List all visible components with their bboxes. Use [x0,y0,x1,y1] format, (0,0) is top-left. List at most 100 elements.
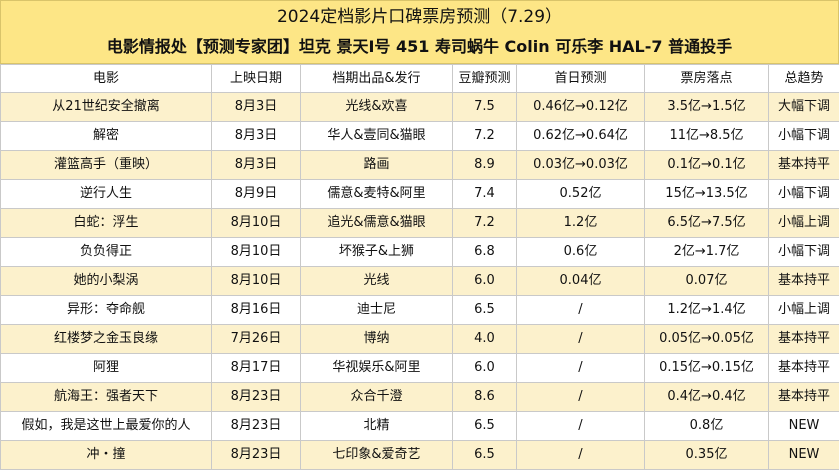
cell-release-date: 8月16日 [212,296,301,325]
cell-douban-forecast: 6.5 [453,412,517,441]
cell-distributor: 华人&壹同&猫眼 [301,122,453,151]
cell-box-office-forecast: 0.1亿→0.1亿 [645,151,769,180]
cell-douban-forecast: 7.5 [453,93,517,122]
cell-movie: 解密 [1,122,212,151]
cell-movie: 从21世纪安全撤离 [1,93,212,122]
cell-douban-forecast: 4.0 [453,325,517,354]
cell-trend: 小幅下调 [769,238,839,267]
cell-box-office-forecast: 11亿→8.5亿 [645,122,769,151]
cell-douban-forecast: 6.5 [453,296,517,325]
cell-douban-forecast: 8.6 [453,383,517,412]
cell-release-date: 7月26日 [212,325,301,354]
cell-release-date: 8月23日 [212,383,301,412]
cell-release-date: 8月23日 [212,412,301,441]
cell-douban-forecast: 6.8 [453,238,517,267]
cell-movie: 异形：夺命舰 [1,296,212,325]
cell-release-date: 8月23日 [212,441,301,470]
cell-first-day-forecast: 0.04亿 [517,267,645,296]
cell-first-day-forecast: / [517,354,645,383]
cell-distributor: 众合千澄 [301,383,453,412]
cell-movie: 白蛇：浮生 [1,209,212,238]
column-header-movie: 电影 [1,65,212,93]
cell-box-office-forecast: 0.8亿 [645,412,769,441]
cell-release-date: 8月10日 [212,209,301,238]
cell-release-date: 8月9日 [212,180,301,209]
cell-box-office-forecast: 6.5亿→7.5亿 [645,209,769,238]
cell-first-day-forecast: 1.2亿 [517,209,645,238]
cell-trend: 小幅上调 [769,296,839,325]
cell-trend: 基本持平 [769,151,839,180]
cell-first-day-forecast: / [517,296,645,325]
cell-release-date: 8月3日 [212,93,301,122]
cell-douban-forecast: 6.0 [453,267,517,296]
cell-movie: 冲・撞 [1,441,212,470]
cell-trend: NEW [769,441,839,470]
cell-box-office-forecast: 0.4亿→0.4亿 [645,383,769,412]
cell-trend: 大幅下调 [769,93,839,122]
cell-douban-forecast: 7.2 [453,122,517,151]
cell-box-office-forecast: 0.35亿 [645,441,769,470]
column-header-distributor: 档期出品&发行 [301,65,453,93]
cell-douban-forecast: 7.4 [453,180,517,209]
cell-first-day-forecast: / [517,383,645,412]
column-header-douban-forecast: 豆瓣预测 [453,65,517,93]
cell-distributor: 光线 [301,267,453,296]
cell-distributor: 北精 [301,412,453,441]
cell-movie: 阿狸 [1,354,212,383]
cell-douban-forecast: 6.5 [453,441,517,470]
cell-box-office-forecast: 0.05亿→0.05亿 [645,325,769,354]
cell-distributor: 儒意&麦特&阿里 [301,180,453,209]
cell-release-date: 8月17日 [212,354,301,383]
cell-douban-forecast: 7.2 [453,209,517,238]
cell-box-office-forecast: 3.5亿→1.5亿 [645,93,769,122]
sheet-title: 2024定档影片口碑票房预测（7.29） [1,1,838,32]
cell-douban-forecast: 8.9 [453,151,517,180]
column-header-box-office-forecast: 票房落点 [645,65,769,93]
cell-box-office-forecast: 2亿→1.7亿 [645,238,769,267]
column-header-trend: 总趋势 [769,65,839,93]
cell-release-date: 8月10日 [212,267,301,296]
title-banner: 2024定档影片口碑票房预测（7.29） 电影情报处【预测专家团】坦克 景天I号… [0,0,839,64]
column-header-first-day-forecast: 首日预测 [517,65,645,93]
cell-first-day-forecast: / [517,325,645,354]
cell-douban-forecast: 6.0 [453,354,517,383]
cell-box-office-forecast: 15亿→13.5亿 [645,180,769,209]
cell-trend: NEW [769,412,839,441]
cell-first-day-forecast: 0.46亿→0.12亿 [517,93,645,122]
cell-release-date: 8月3日 [212,122,301,151]
cell-first-day-forecast: / [517,441,645,470]
cell-trend: 基本持平 [769,325,839,354]
cell-distributor: 路画 [301,151,453,180]
cell-movie: 假如，我是这世上最爱你的人 [1,412,212,441]
cell-distributor: 华视娱乐&阿里 [301,354,453,383]
cell-trend: 基本持平 [769,267,839,296]
cell-trend: 基本持平 [769,383,839,412]
cell-distributor: 博纳 [301,325,453,354]
cell-trend: 基本持平 [769,354,839,383]
cell-box-office-forecast: 0.07亿 [645,267,769,296]
cell-trend: 小幅下调 [769,180,839,209]
cell-release-date: 8月10日 [212,238,301,267]
cell-first-day-forecast: 0.62亿→0.64亿 [517,122,645,151]
cell-first-day-forecast: 0.03亿→0.03亿 [517,151,645,180]
cell-movie: 逆行人生 [1,180,212,209]
cell-box-office-forecast: 0.15亿→0.15亿 [645,354,769,383]
cell-distributor: 追光&儒意&猫眼 [301,209,453,238]
cell-release-date: 8月3日 [212,151,301,180]
table-header-row: 电影上映日期档期出品&发行豆瓣预测首日预测票房落点总趋势 [1,65,839,93]
cell-distributor: 迪士尼 [301,296,453,325]
sheet-subtitle: 电影情报处【预测专家团】坦克 景天I号 451 寿司蜗牛 Colin 可乐李 H… [1,32,838,63]
